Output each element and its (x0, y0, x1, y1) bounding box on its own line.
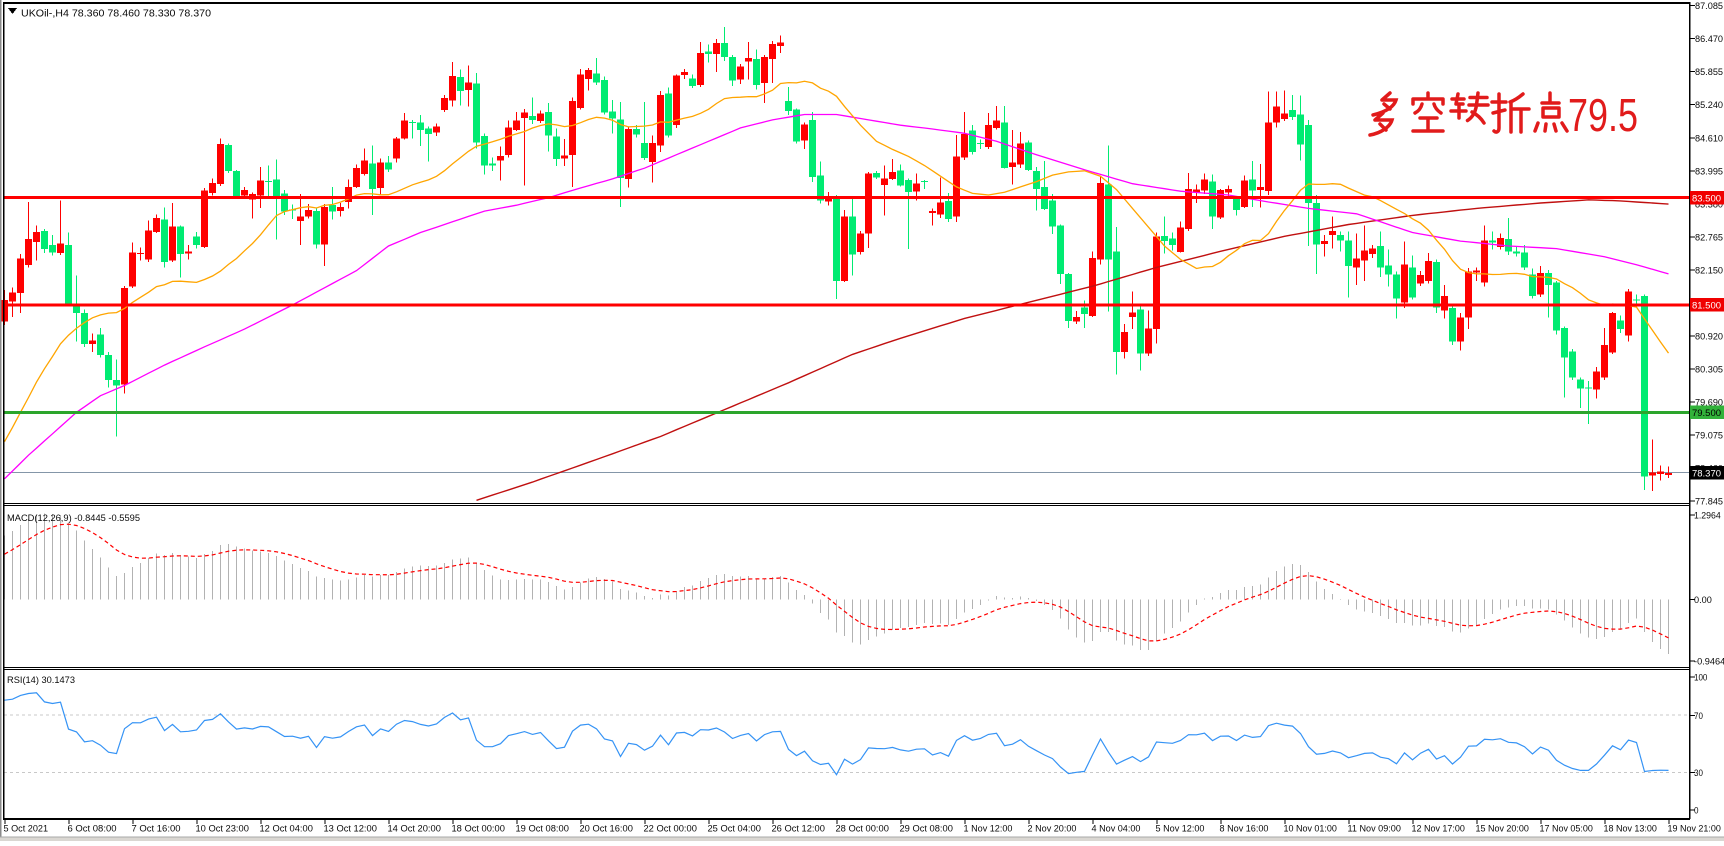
svg-text:-0.9464: -0.9464 (1694, 657, 1724, 668)
svg-text:82.150: 82.150 (1695, 266, 1723, 277)
svg-text:82.765: 82.765 (1695, 233, 1723, 244)
svg-text:84.610: 84.610 (1695, 134, 1723, 145)
svg-text:17 Nov 05:00: 17 Nov 05:00 (1540, 824, 1593, 835)
svg-text:8 Nov 16:00: 8 Nov 16:00 (1220, 824, 1269, 835)
svg-text:RSI(14) 30.1473: RSI(14) 30.1473 (7, 675, 75, 686)
svg-text:5 Oct 2021: 5 Oct 2021 (4, 824, 49, 835)
svg-text:14 Oct 20:00: 14 Oct 20:00 (388, 824, 441, 835)
svg-text:87.085: 87.085 (1695, 1, 1723, 12)
svg-text:70: 70 (1694, 711, 1703, 722)
svg-text:30: 30 (1694, 768, 1703, 779)
svg-text:2 Nov 20:00: 2 Nov 20:00 (1028, 824, 1077, 835)
svg-text:29 Oct 08:00: 29 Oct 08:00 (900, 824, 953, 835)
svg-text:10 Nov 01:00: 10 Nov 01:00 (1284, 824, 1337, 835)
svg-text:79.5: 79.5 (1568, 89, 1638, 141)
svg-text:83.995: 83.995 (1695, 167, 1723, 178)
svg-text:79.075: 79.075 (1695, 431, 1723, 442)
svg-text:100: 100 (1694, 673, 1707, 684)
svg-text:86.470: 86.470 (1695, 34, 1723, 45)
svg-text:18 Oct 00:00: 18 Oct 00:00 (452, 824, 505, 835)
svg-text:85.240: 85.240 (1695, 100, 1723, 111)
svg-text:80.305: 80.305 (1695, 365, 1723, 376)
svg-text:79.690: 79.690 (1695, 398, 1723, 409)
svg-text:7 Oct 16:00: 7 Oct 16:00 (132, 824, 181, 835)
svg-text:0.00: 0.00 (1694, 595, 1712, 606)
svg-text:1.2964: 1.2964 (1694, 511, 1721, 522)
svg-text:83.380: 83.380 (1695, 200, 1723, 211)
svg-text:5 Nov 12:00: 5 Nov 12:00 (1156, 824, 1205, 835)
svg-text:11 Nov 09:00: 11 Nov 09:00 (1348, 824, 1401, 835)
svg-text:22 Oct 00:00: 22 Oct 00:00 (644, 824, 697, 835)
svg-text:79.500: 79.500 (1692, 408, 1721, 419)
svg-text:83.500: 83.500 (1692, 193, 1721, 204)
svg-text:12 Oct 04:00: 12 Oct 04:00 (260, 824, 313, 835)
svg-text:13 Oct 12:00: 13 Oct 12:00 (324, 824, 377, 835)
svg-text:15 Nov 20:00: 15 Nov 20:00 (1476, 824, 1529, 835)
svg-text:80.920: 80.920 (1695, 332, 1723, 343)
svg-text:UKOil-,H4 78.360 78.460 78.33: UKOil-,H4 78.360 78.460 78.330 78.370 (21, 8, 211, 20)
svg-text:78.370: 78.370 (1692, 469, 1721, 480)
svg-text:18 Nov 13:00: 18 Nov 13:00 (1604, 824, 1657, 835)
svg-text:26 Oct 12:00: 26 Oct 12:00 (772, 824, 825, 835)
svg-text:25 Oct 04:00: 25 Oct 04:00 (708, 824, 761, 835)
svg-text:77.845: 77.845 (1695, 497, 1723, 508)
svg-text:28 Oct 00:00: 28 Oct 00:00 (836, 824, 889, 835)
svg-text:12 Nov 17:00: 12 Nov 17:00 (1412, 824, 1465, 835)
svg-text:6 Oct 08:00: 6 Oct 08:00 (68, 824, 117, 835)
svg-text:85.855: 85.855 (1695, 67, 1723, 78)
svg-text:0: 0 (1694, 806, 1699, 817)
svg-text:4 Nov 04:00: 4 Nov 04:00 (1092, 824, 1141, 835)
svg-text:20 Oct 16:00: 20 Oct 16:00 (580, 824, 633, 835)
svg-text:19 Oct 08:00: 19 Oct 08:00 (516, 824, 569, 835)
svg-text:19 Nov 21:00: 19 Nov 21:00 (1668, 824, 1721, 835)
svg-text:10 Oct 23:00: 10 Oct 23:00 (196, 824, 249, 835)
svg-text:1 Nov 12:00: 1 Nov 12:00 (964, 824, 1013, 835)
svg-text:81.500: 81.500 (1692, 301, 1721, 312)
svg-text:MACD(12,26,9) -0.8445 -0.5595: MACD(12,26,9) -0.8445 -0.5595 (7, 513, 140, 524)
